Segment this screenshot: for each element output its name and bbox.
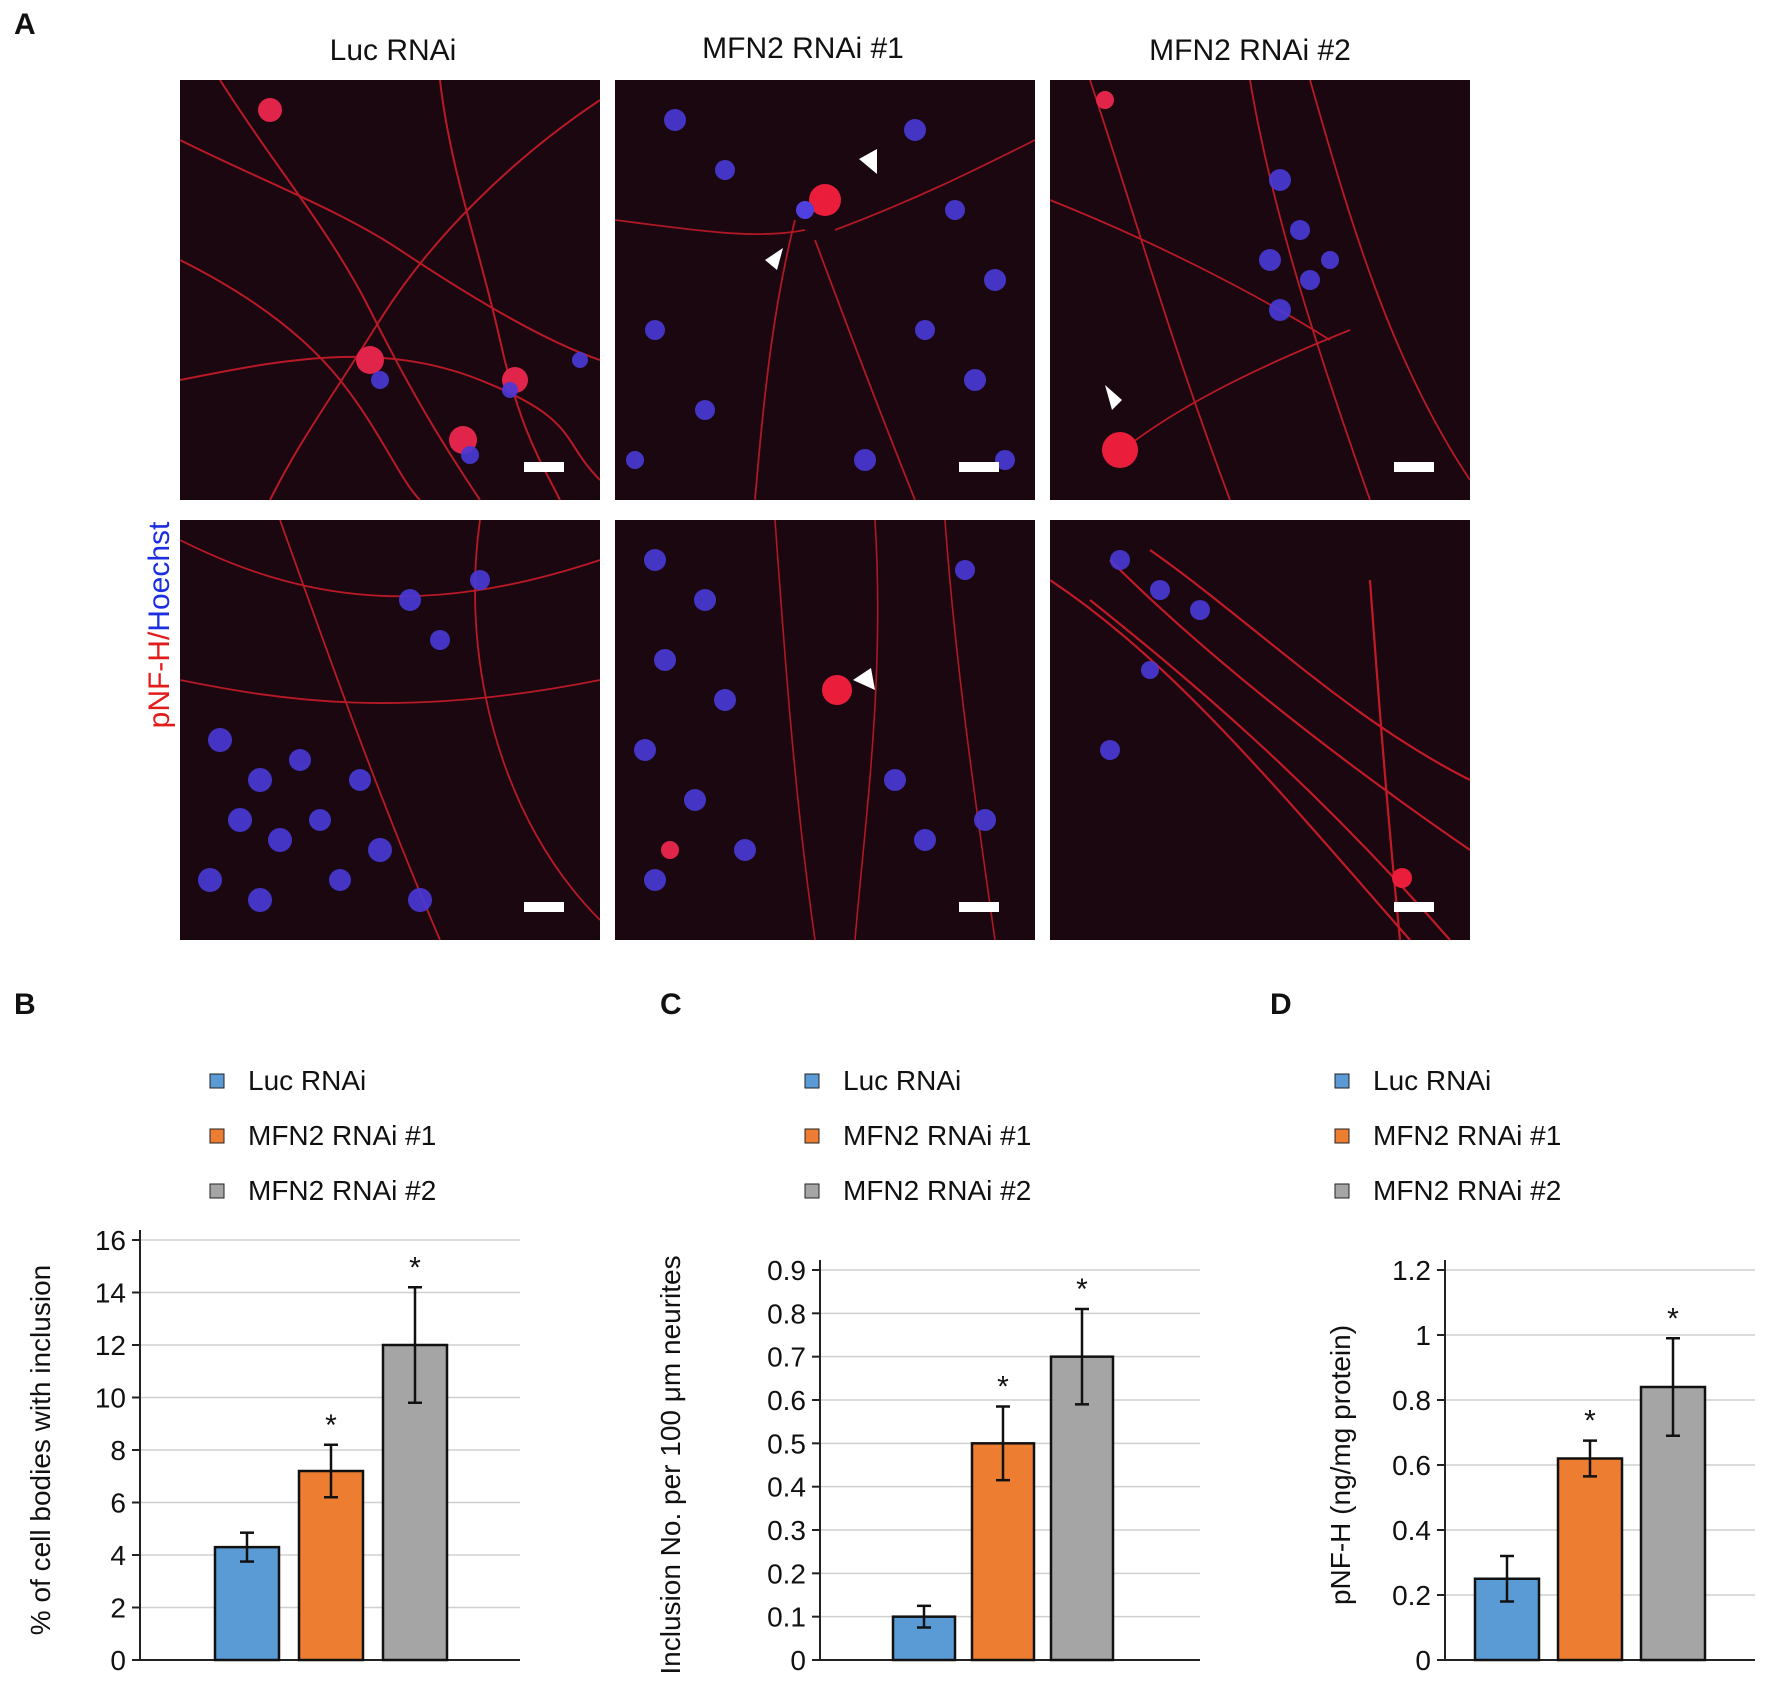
y-tick-label: 0 (110, 1645, 126, 1676)
scale-bar (959, 902, 999, 912)
y-tick-label: 10 (95, 1383, 126, 1414)
y-tick-label: 0.3 (767, 1515, 806, 1546)
legend-label: MFN2 RNAi #2 (248, 1175, 436, 1206)
y-tick-label: 0.4 (1392, 1515, 1431, 1546)
micrograph-mfn2-2-bottom (1050, 520, 1470, 940)
y-tick-label: 12 (95, 1330, 126, 1361)
legend-swatch (209, 1128, 225, 1144)
y-tick-label: 0.9 (767, 1255, 806, 1286)
y-tick-label: 1 (1415, 1320, 1431, 1351)
significance-marker: * (1076, 1273, 1088, 1306)
significance-marker: * (997, 1371, 1009, 1404)
bar (1049, 1355, 1115, 1662)
significance-marker: * (325, 1409, 337, 1442)
y-tick-label: 1.2 (1392, 1255, 1431, 1286)
micrograph-mfn2-2-top-art (1050, 80, 1470, 500)
y-tick-label: 4 (110, 1540, 126, 1571)
chart-b-svg: Luc RNAi MFN2 RNAi #1 MFN2 RNAi #2 0 2 4 6 8 10 1… (25, 1065, 520, 1676)
y-tick-label: 0.7 (767, 1342, 806, 1373)
legend-swatch (1334, 1183, 1350, 1199)
chart-c: Luc RNAi MFN2 RNAi #1 MFN2 RNAi #2 0 0.1 0.2 0… (640, 1040, 1220, 1705)
y-tick-label: 0.8 (767, 1298, 806, 1329)
legend-swatch (1334, 1128, 1350, 1144)
stain-label-pnfh: pNF-H/ (143, 631, 176, 729)
column-title-mfn2-2: MFN2 RNAi #2 (1149, 34, 1351, 67)
chart-d: Luc RNAi MFN2 RNAi #1 MFN2 RNAi #2 0 0.2 0.4 0… (1250, 1040, 1770, 1705)
legend-swatch (804, 1183, 820, 1199)
y-tick-label: 0.5 (767, 1428, 806, 1459)
y-tick-label: 14 (95, 1278, 126, 1309)
y-tick-label: 0.4 (767, 1472, 806, 1503)
y-tick-label: 0.6 (1392, 1450, 1431, 1481)
y-tick-label: 0.6 (767, 1385, 806, 1416)
panel-letter-c: C (660, 988, 682, 1021)
micrograph-mfn2-1-top (615, 80, 1035, 500)
scale-bar (524, 462, 564, 472)
stain-label: pNF-H/Hoechst (143, 522, 177, 729)
y-axis-label: Inclusion No. per 100 μm neurites (655, 1255, 686, 1674)
micrograph-mfn2-2-top (1050, 80, 1470, 500)
y-tick-label: 0.8 (1392, 1385, 1431, 1416)
legend-swatch (209, 1183, 225, 1199)
legend-label: MFN2 RNAi #1 (248, 1120, 436, 1151)
y-tick-label: 0.2 (767, 1558, 806, 1589)
legend-label: MFN2 RNAi #1 (843, 1120, 1031, 1151)
micrograph-luc-top-art (180, 80, 600, 500)
legend-label: MFN2 RNAi #2 (1373, 1175, 1561, 1206)
legend-swatch (804, 1073, 820, 1089)
y-axis-label: pNF-H (ng/mg protein) (1325, 1325, 1356, 1605)
y-tick-label: 16 (95, 1225, 126, 1256)
legend-label: MFN2 RNAi #2 (843, 1175, 1031, 1206)
scale-bar (1394, 462, 1434, 472)
micrograph-mfn2-1-top-art (615, 109, 1035, 500)
legend-swatch (1334, 1073, 1350, 1089)
y-tick-label: 8 (110, 1435, 126, 1466)
legend-label: Luc RNAi (843, 1065, 961, 1096)
bar (1556, 1457, 1624, 1662)
column-title-luc: Luc RNAi (329, 34, 457, 67)
stain-label-hoechst: Hoechst (143, 521, 176, 632)
bar (297, 1469, 365, 1662)
micrograph-luc-bottom (180, 520, 600, 940)
y-tick-label: 0.1 (767, 1602, 806, 1633)
y-tick-label: 6 (110, 1488, 126, 1519)
chart-b: Luc RNAi MFN2 RNAi #1 MFN2 RNAi #2 0 2 4 6 8 10 1… (0, 1040, 580, 1705)
panel-letter-b: B (14, 988, 36, 1021)
bar (213, 1545, 281, 1662)
micrograph-mfn2-1-bottom-art (634, 520, 996, 940)
y-tick-label: 2 (110, 1593, 126, 1624)
scale-bar (524, 902, 564, 912)
chart-d-svg: Luc RNAi MFN2 RNAi #1 MFN2 RNAi #2 0 0.2 0.4 0… (1325, 1065, 1755, 1676)
significance-marker: * (409, 1251, 421, 1284)
significance-marker: * (1667, 1302, 1679, 1335)
y-tick-label: 0.2 (1392, 1580, 1431, 1611)
micrograph-mfn2-2-bottom-art (1050, 549, 1470, 940)
chart-c-svg: Luc RNAi MFN2 RNAi #1 MFN2 RNAi #2 0 0.1 0.2 0… (655, 1065, 1200, 1676)
y-tick-label: 0 (1415, 1645, 1431, 1676)
legend-swatch (209, 1073, 225, 1089)
column-title-mfn2-1: MFN2 RNAi #1 (702, 32, 904, 65)
y-axis-label: % of cell bodies with inclusion (25, 1265, 56, 1635)
legend-label: MFN2 RNAi #1 (1373, 1120, 1561, 1151)
significance-marker: * (1584, 1405, 1596, 1438)
micrograph-mfn2-1-bottom (615, 520, 1035, 940)
legend-label: Luc RNAi (248, 1065, 366, 1096)
panel-letter-d: D (1270, 988, 1292, 1021)
legend-swatch (804, 1128, 820, 1144)
y-tick-label: 0 (790, 1645, 806, 1676)
panel-letter-a: A (14, 8, 36, 41)
scale-bar (1394, 902, 1434, 912)
micrograph-luc-top (180, 80, 600, 500)
scale-bar (959, 462, 999, 472)
legend-label: Luc RNAi (1373, 1065, 1491, 1096)
micrograph-luc-bottom-art (180, 520, 600, 940)
